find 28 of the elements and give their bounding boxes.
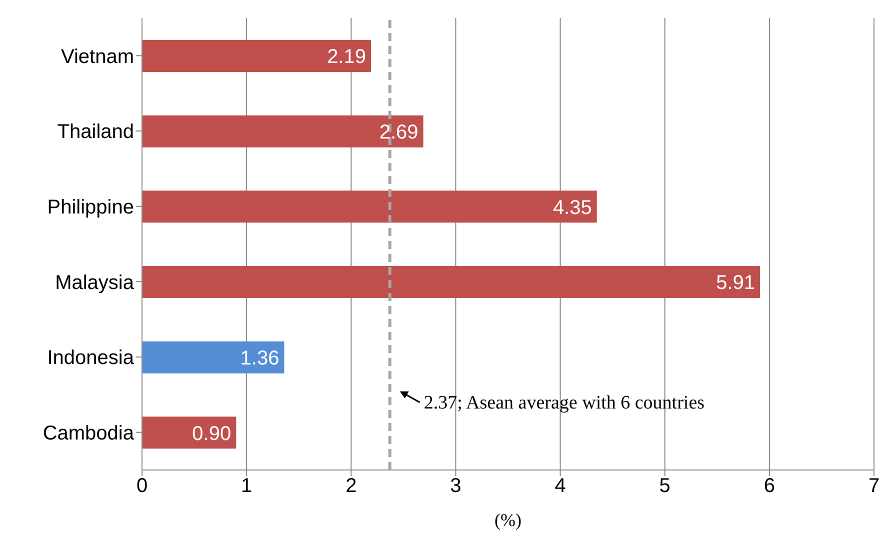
x-tick-label: 7	[868, 475, 880, 498]
x-tick-label: 2	[346, 475, 357, 498]
y-tick-label: Thailand	[57, 121, 134, 144]
x-tick-label: 4	[554, 475, 566, 498]
data-label: 2.69	[379, 121, 418, 144]
y-tick-label: Philippine	[47, 196, 134, 218]
x-tick-label: 5	[659, 475, 670, 498]
bar	[142, 416, 236, 449]
x-tick-label: 3	[450, 475, 462, 498]
y-tick-label: Indonesia	[47, 347, 135, 370]
bar	[142, 190, 597, 223]
data-label: 0.90	[192, 422, 232, 445]
x-tick-label: 1	[241, 475, 252, 498]
x-axis-title: (%)	[494, 510, 522, 530]
x-tick-label: 0	[136, 475, 148, 498]
y-tick-label: Cambodia	[42, 422, 135, 444]
y-tick-label: Malaysia	[55, 272, 135, 294]
bar	[142, 341, 284, 374]
x-tick-label: 6	[764, 475, 775, 498]
data-label: 2.19	[327, 46, 366, 68]
ref-line-label: 2.37; Asean average with 6 countries	[424, 392, 705, 414]
bar	[142, 40, 372, 72]
data-label: 1.36	[240, 347, 280, 370]
bar	[142, 266, 760, 298]
data-label: 5.91	[716, 272, 756, 294]
bar	[142, 115, 424, 148]
data-label: 4.35	[552, 196, 592, 219]
y-tick-label: Vietnam	[60, 46, 134, 68]
